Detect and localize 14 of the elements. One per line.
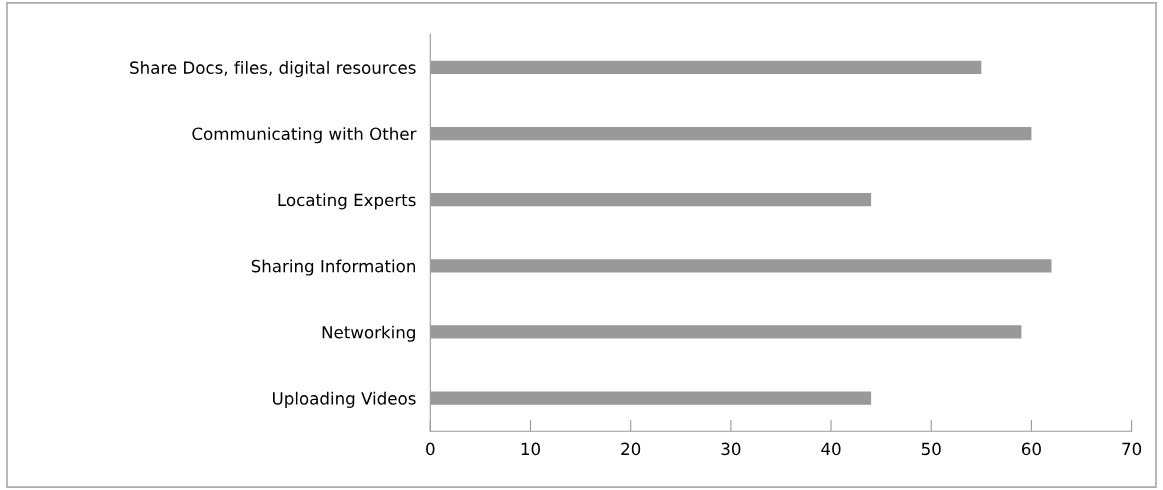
x-tick-label: 40 xyxy=(821,442,841,456)
x-tick-label: 60 xyxy=(1021,442,1041,456)
y-tick-label: Sharing Information xyxy=(251,259,416,276)
y-tick-label: Communicating with Other xyxy=(192,127,417,144)
x-tick-label: 30 xyxy=(721,442,741,456)
x-tick-label: 50 xyxy=(921,442,941,456)
x-tick-label: 20 xyxy=(621,442,641,456)
x-tick-label: 10 xyxy=(521,442,540,456)
y-tick-label: Uploading Videos xyxy=(273,391,416,408)
y-tick-label: Networking xyxy=(322,325,415,342)
y-tick-label: Share Docs, files, digital resources xyxy=(130,61,416,78)
y-tick-label: Locating Experts xyxy=(278,193,416,210)
x-tick-label: 0 xyxy=(426,442,435,456)
x-tick-label: 70 xyxy=(1122,442,1142,456)
